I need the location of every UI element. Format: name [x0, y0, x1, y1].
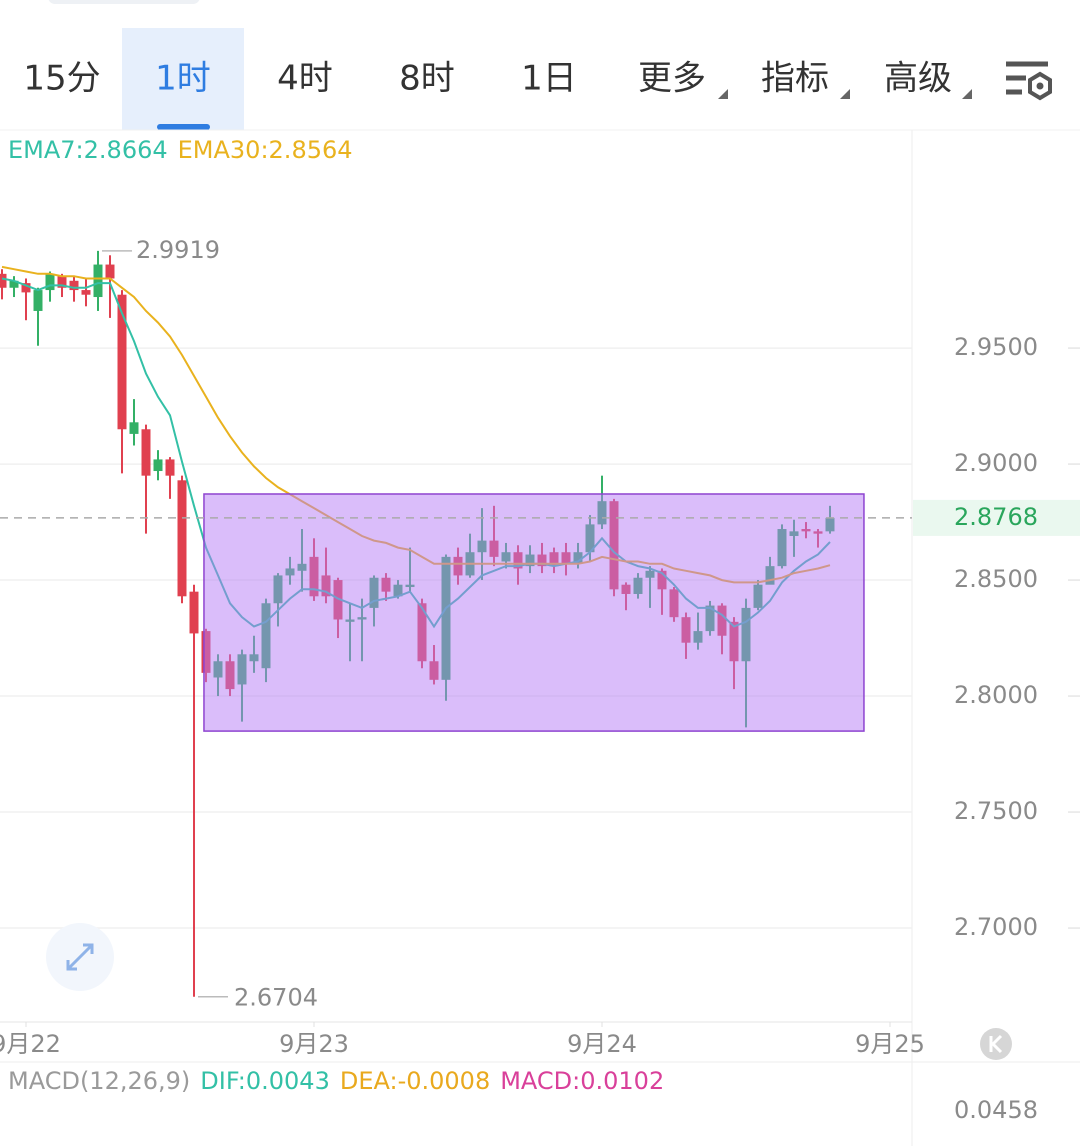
candle-body [141, 429, 151, 476]
tab[interactable]: 更多 [638, 59, 706, 99]
y-tick-label: 2.8500 [954, 565, 1038, 593]
candle-body [117, 294, 127, 430]
y-tick-label: 2.9000 [954, 449, 1038, 477]
y-tick-label: 2.7000 [954, 913, 1038, 941]
macd-label: MACD:0.0102 [500, 1067, 664, 1095]
tab[interactable]: 1日 [521, 59, 577, 99]
settings-icon[interactable] [1006, 61, 1052, 101]
candle-body [129, 422, 139, 434]
x-tick-label: 9月23 [279, 1030, 349, 1058]
tab-indicator [157, 124, 210, 130]
macd-label: MACD(12,26,9) [8, 1067, 190, 1095]
y-tick-label: 2.9500 [954, 333, 1038, 361]
legend-entry: EMA7:2.8664 [8, 136, 168, 164]
tab[interactable]: 4时 [277, 59, 333, 99]
candle-body [21, 283, 31, 293]
candle-body [9, 280, 19, 288]
tab[interactable]: 8时 [399, 59, 455, 99]
dropdown-arrow [962, 89, 972, 99]
candle-body [69, 280, 79, 291]
dropdown-arrow [718, 89, 728, 99]
legend-entry: EMA30:2.8564 [178, 136, 353, 164]
max-label: 2.9919 [136, 236, 220, 264]
candle-body [57, 276, 67, 288]
reset-button[interactable] [980, 1028, 1012, 1060]
candle-body [45, 273, 55, 291]
tab[interactable]: 指标 [761, 59, 829, 99]
macd-tick-label: 0.0458 [954, 1096, 1038, 1124]
selected-tab-bg [122, 28, 244, 130]
min-label: 2.6704 [234, 984, 318, 1012]
macd-label: DEA:-0.0008 [340, 1067, 490, 1095]
tab[interactable]: 15分 [23, 59, 100, 99]
dropdown-arrow [840, 89, 850, 99]
macd-label: DIF:0.0043 [200, 1067, 330, 1095]
candle-body [153, 459, 163, 472]
y-tick-label: 2.8000 [954, 681, 1038, 709]
current-price-bg [913, 499, 1080, 536]
plot [0, 250, 912, 998]
candle-body [165, 459, 175, 476]
candle-body [105, 264, 115, 279]
x-tick-label: 9月22 [0, 1030, 61, 1058]
candle-body [93, 264, 103, 298]
expand-button[interactable] [46, 923, 114, 991]
annotation-box [203, 493, 865, 732]
current-price-label: 2.8768 [954, 503, 1038, 531]
x-tick-label: 9月25 [855, 1030, 925, 1058]
top-pill [48, 0, 200, 4]
x-tick-label: 9月24 [567, 1030, 637, 1058]
y-tick-label: 2.7500 [954, 797, 1038, 825]
candle-body [81, 290, 91, 295]
candle-body [0, 273, 7, 288]
tab[interactable]: 高级 [884, 59, 952, 99]
candle-body [189, 591, 199, 634]
tab[interactable]: 1时 [155, 59, 211, 99]
candle-body [177, 480, 187, 597]
candle-body [33, 290, 43, 311]
